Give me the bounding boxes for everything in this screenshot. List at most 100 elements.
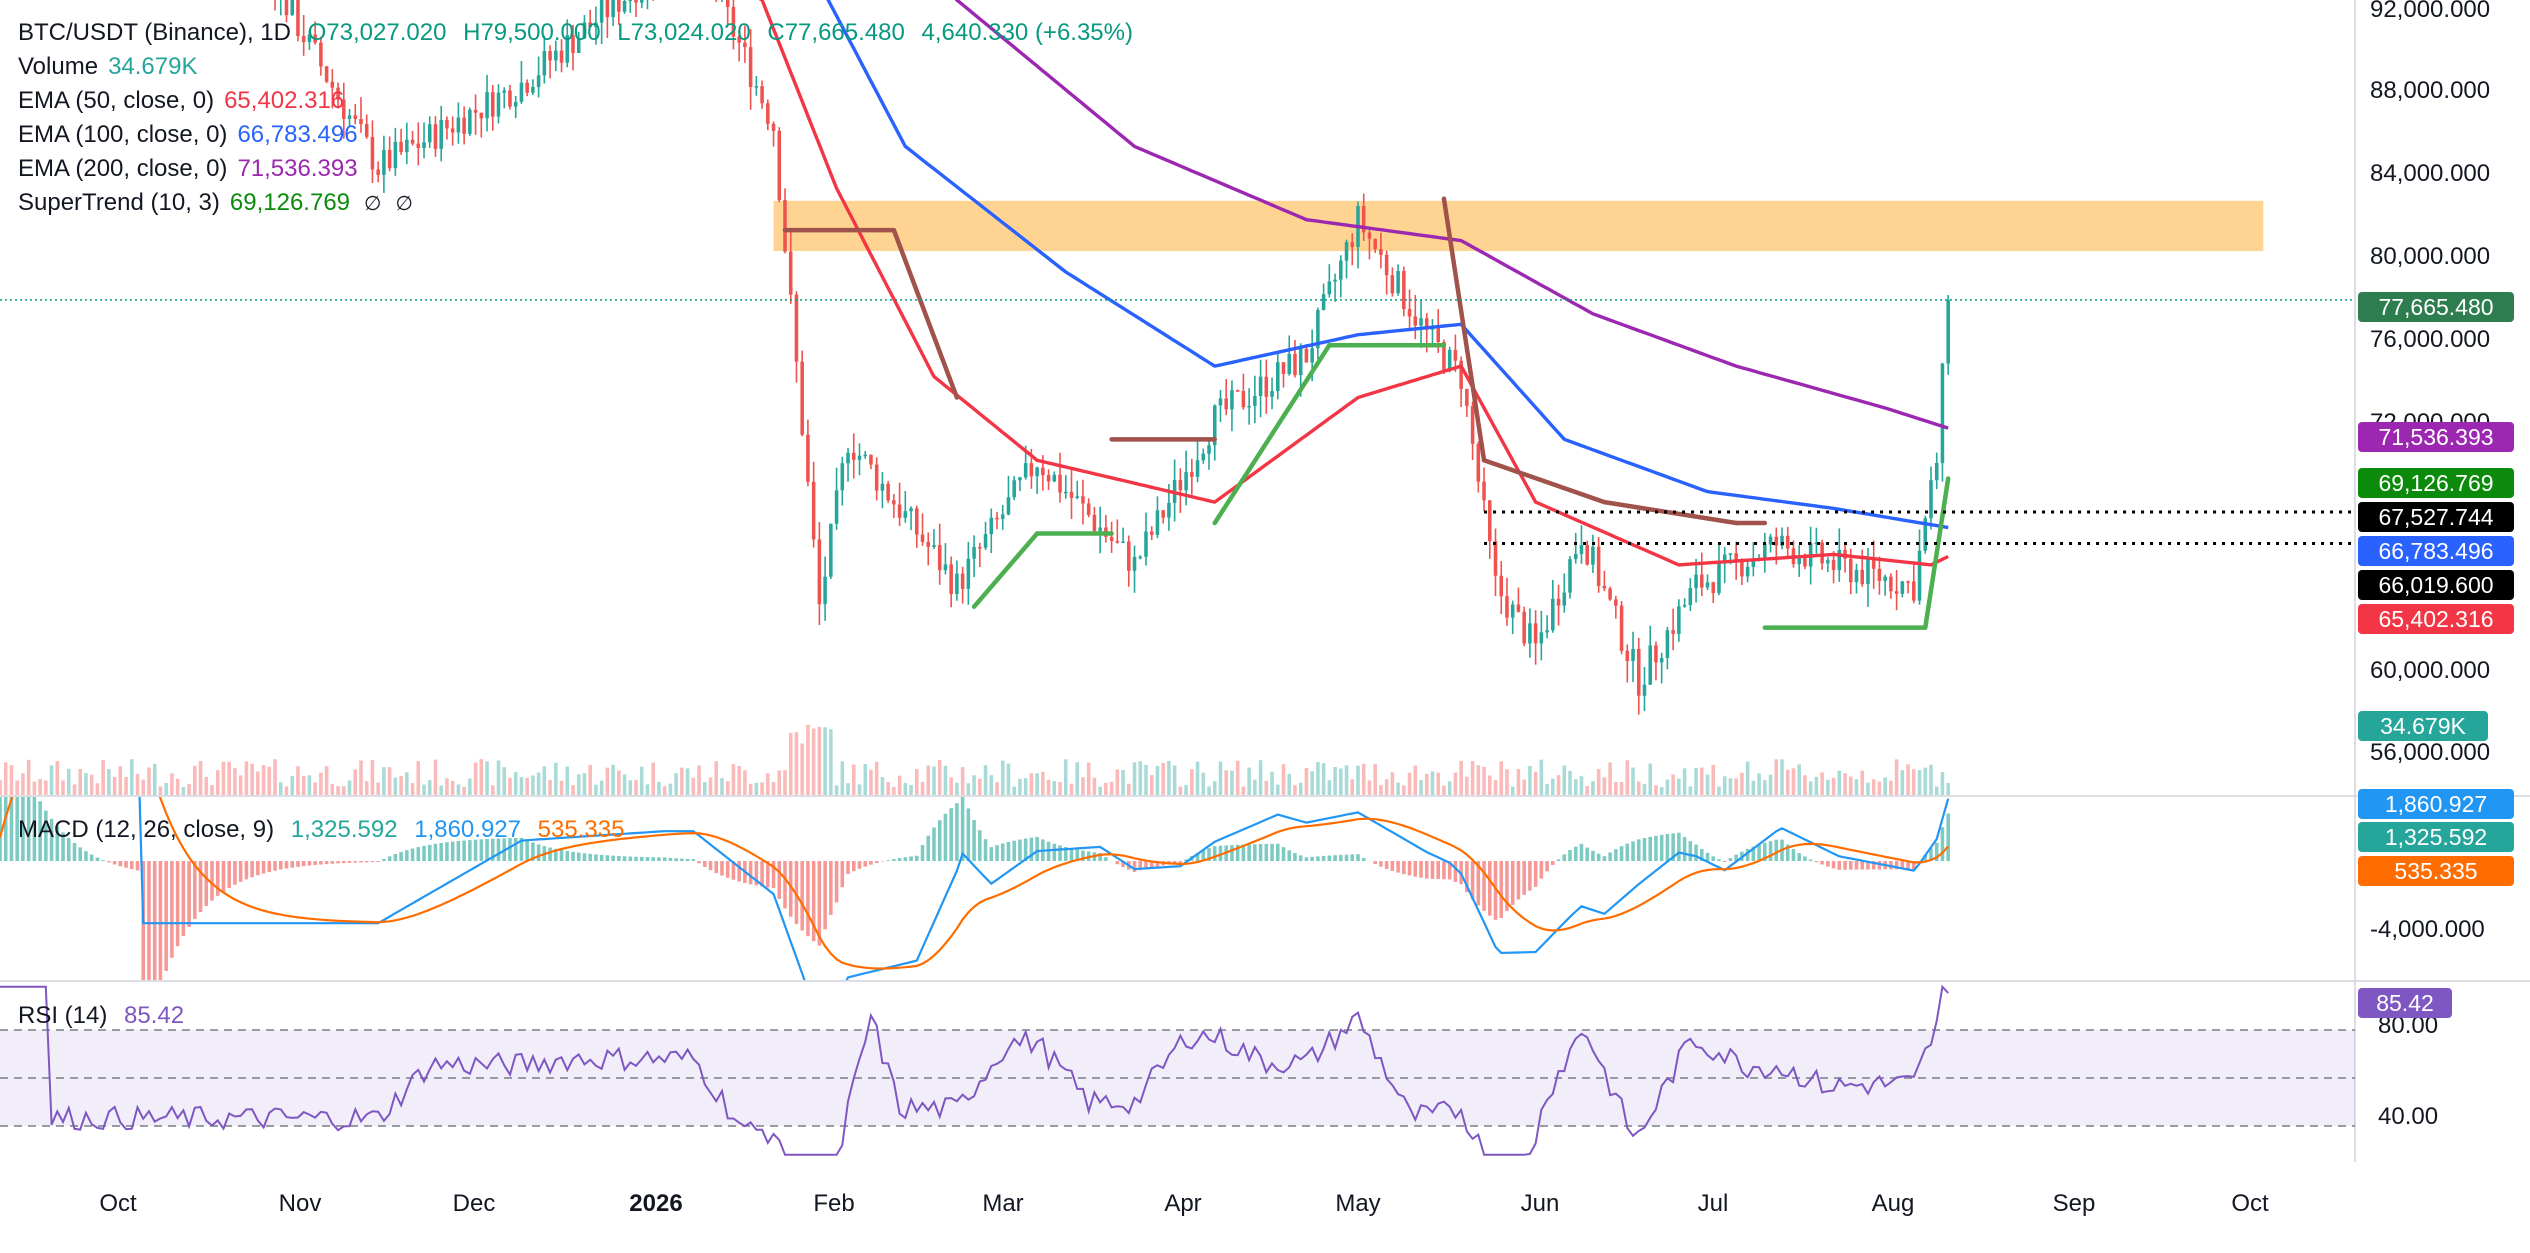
close-value: C77,665.480 [767,19,905,46]
volume-bar [112,776,117,795]
hist-value: 535.335 [537,816,625,843]
macd-histogram-bar [124,861,128,868]
macd-histogram-bar [576,852,581,862]
macd-histogram-bar [651,857,655,862]
macd-histogram-bar [926,835,931,862]
candle-up [1883,576,1887,581]
candle-down [949,564,953,594]
macd-histogram-bar [1785,844,1790,862]
time-tick: Oct [99,1190,137,1217]
volume-bar [1900,770,1905,795]
macd-histogram-bar [1029,837,1034,862]
candle-down [1224,398,1228,410]
volume-bar [1528,766,1532,795]
candle-down [1711,582,1716,594]
candle-up [405,139,409,153]
volume-bar [1104,782,1108,795]
volume-bar [204,776,209,795]
macd-histogram-bar [617,855,621,862]
volume-bar [410,783,415,795]
volume-bar [1929,764,1933,795]
ema100-value: 66,783.496 [237,121,358,148]
macd-histogram-bar [1235,844,1240,862]
candle-down [737,36,741,43]
macd-histogram-bar [496,838,501,862]
volume-bar [1631,767,1635,795]
volume-bar [399,776,403,795]
candle-up [1138,556,1143,559]
volume-bar [674,773,678,795]
volume-bar [353,769,358,795]
volume-bar [989,775,994,795]
macd-histogram-bar [336,861,340,864]
volume-bar [1258,760,1263,795]
time-tick: Apr [1164,1190,1202,1217]
macd-legend[interactable]: MACD (12, 26, close, 9) 1,325.592 1,860.… [18,813,630,847]
candle-up [1212,405,1217,446]
candle-up [1018,477,1022,481]
volume-bar [1912,769,1916,795]
rsi-legend[interactable]: RSI (14) 85.42 [18,999,190,1033]
candle-up [1631,648,1635,661]
volume-bar [78,768,82,795]
legend-ema200[interactable]: EMA (200, close, 0) 71,536.393 [18,152,1143,186]
candle-down [806,434,810,482]
macd-histogram-bar [490,838,495,862]
macd-histogram-bar [1642,838,1647,862]
volume-bar [851,764,856,795]
volume-bar [296,766,300,795]
candle-down [1109,536,1114,542]
macd-histogram-bar [943,813,948,862]
macd-line [138,797,1950,980]
candle-up [393,141,398,169]
candle-up [1316,309,1320,349]
volume-bar [978,778,982,795]
volume-bar [1333,767,1337,795]
volume-bar [405,772,409,795]
price-tick: 80,000.000 [2370,243,2491,270]
macd-histogram-bar [1379,861,1383,867]
legend-supertrend[interactable]: SuperTrend (10, 3) 69,126.769 ∅ ∅ [18,186,1143,221]
macd-histogram-bar [662,857,667,862]
candle-up [536,75,541,87]
candle-down [559,50,564,63]
macd-histogram-bar [256,861,260,876]
time-tick: May [1335,1190,1381,1217]
candle-down [1556,598,1561,606]
volume-bar [158,786,163,795]
candle-down [1734,553,1738,560]
volume-bar [662,786,667,795]
macd-histogram-bar [1327,855,1332,862]
candle-down [1860,569,1865,585]
legend-volume[interactable]: Volume 34.679K [18,50,1143,84]
volume-bar [766,773,770,795]
macd-histogram-bar [1843,861,1847,870]
volume-bar [1339,768,1343,795]
candle-up [1167,502,1171,518]
macd-histogram-bar [1453,861,1458,882]
macd-histogram-bar [1293,852,1297,862]
volume-bar [468,778,472,795]
macd-histogram-bar [44,810,48,862]
candle-up [307,34,312,43]
legend-ema50[interactable]: EMA (50, close, 0) 65,402.316 [18,84,1143,118]
volume-bar [743,770,747,795]
volume-bar [1442,785,1446,795]
volume-bar [1413,765,1418,795]
symbol-title[interactable]: BTC/USDT (Binance), 1D [18,19,291,46]
macd-histogram-bar [1768,841,1773,862]
macd-histogram-bar [1390,861,1395,871]
candle-down [1470,405,1475,444]
candle-up [1568,559,1572,593]
volume-bar [1086,762,1091,795]
candle-up [496,92,501,117]
candle-down [1820,542,1824,564]
macd-histogram-bar [1573,846,1578,862]
macd-histogram-bar [846,861,850,874]
legend-ema100[interactable]: EMA (100, close, 0) 66,783.496 [18,118,1143,152]
candle-down [1046,475,1051,482]
volume-bar [445,778,449,795]
volume-bar [972,775,976,795]
volume-bar [107,769,111,795]
